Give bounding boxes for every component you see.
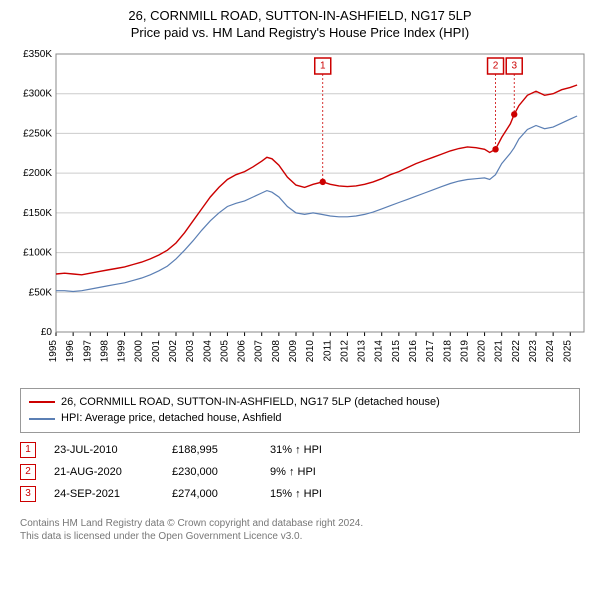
title-line-2: Price paid vs. HM Land Registry's House … bbox=[10, 25, 590, 42]
sales-row: 3 24-SEP-2021 £274,000 15% ↑ HPI bbox=[20, 483, 580, 505]
svg-text:2002: 2002 bbox=[168, 339, 179, 362]
legend-swatch bbox=[29, 401, 55, 403]
chart-title-block: 26, CORNMILL ROAD, SUTTON-IN-ASHFIELD, N… bbox=[10, 8, 590, 42]
svg-text:1: 1 bbox=[320, 60, 326, 71]
svg-text:£200K: £200K bbox=[23, 168, 52, 179]
sale-date: 24-SEP-2021 bbox=[54, 488, 154, 500]
svg-text:2015: 2015 bbox=[391, 339, 402, 362]
sale-marker-icon: 3 bbox=[20, 486, 36, 502]
svg-text:£250K: £250K bbox=[23, 128, 52, 139]
svg-text:2006: 2006 bbox=[237, 339, 248, 362]
sales-row: 1 23-JUL-2010 £188,995 31% ↑ HPI bbox=[20, 439, 580, 461]
svg-text:2014: 2014 bbox=[374, 339, 385, 362]
svg-text:1995: 1995 bbox=[48, 339, 59, 362]
svg-text:2019: 2019 bbox=[459, 339, 470, 362]
sales-row: 2 21-AUG-2020 £230,000 9% ↑ HPI bbox=[20, 461, 580, 483]
sale-price: £230,000 bbox=[172, 466, 252, 478]
svg-text:2009: 2009 bbox=[288, 339, 299, 362]
svg-text:2018: 2018 bbox=[442, 339, 453, 362]
sale-pct: 15% ↑ HPI bbox=[270, 488, 360, 500]
svg-text:2021: 2021 bbox=[494, 339, 505, 362]
title-line-1: 26, CORNMILL ROAD, SUTTON-IN-ASHFIELD, N… bbox=[10, 8, 590, 25]
sale-marker-icon: 1 bbox=[20, 442, 36, 458]
svg-text:1997: 1997 bbox=[82, 339, 93, 362]
svg-text:2008: 2008 bbox=[271, 339, 282, 362]
svg-text:2003: 2003 bbox=[185, 339, 196, 362]
svg-text:2016: 2016 bbox=[408, 339, 419, 362]
svg-text:2013: 2013 bbox=[357, 339, 368, 362]
sale-price: £274,000 bbox=[172, 488, 252, 500]
svg-text:2011: 2011 bbox=[322, 339, 333, 361]
sale-date: 21-AUG-2020 bbox=[54, 466, 154, 478]
svg-text:2025: 2025 bbox=[562, 339, 573, 362]
svg-text:£300K: £300K bbox=[23, 88, 52, 99]
svg-text:2004: 2004 bbox=[202, 339, 213, 362]
sale-marker-icon: 2 bbox=[20, 464, 36, 480]
svg-text:2022: 2022 bbox=[511, 339, 522, 362]
svg-text:2017: 2017 bbox=[425, 339, 436, 362]
chart: £0 £50K £100K £150K £200K £250K £300K £350K 1995… bbox=[10, 48, 590, 378]
svg-text:3: 3 bbox=[511, 60, 517, 71]
svg-text:2024: 2024 bbox=[545, 339, 556, 362]
svg-text:2012: 2012 bbox=[339, 339, 350, 362]
chart-svg: £0 £50K £100K £150K £200K £250K £300K £350K 1995… bbox=[10, 48, 590, 378]
svg-text:2023: 2023 bbox=[528, 339, 539, 362]
sale-price: £188,995 bbox=[172, 444, 252, 456]
legend-swatch bbox=[29, 418, 55, 420]
footer-line-1: Contains HM Land Registry data © Crown c… bbox=[20, 517, 580, 530]
footer: Contains HM Land Registry data © Crown c… bbox=[20, 513, 580, 543]
footer-line-2: This data is licensed under the Open Gov… bbox=[20, 530, 580, 543]
svg-text:1999: 1999 bbox=[117, 339, 128, 362]
svg-text:1996: 1996 bbox=[65, 339, 76, 362]
svg-text:2010: 2010 bbox=[305, 339, 316, 362]
legend-item: HPI: Average price, detached house, Ashf… bbox=[29, 410, 571, 427]
svg-text:2007: 2007 bbox=[254, 339, 265, 362]
svg-text:2001: 2001 bbox=[151, 339, 162, 362]
svg-text:2020: 2020 bbox=[477, 339, 488, 362]
svg-text:2005: 2005 bbox=[219, 339, 230, 362]
svg-text:£100K: £100K bbox=[23, 247, 52, 258]
legend-label: 26, CORNMILL ROAD, SUTTON-IN-ASHFIELD, N… bbox=[61, 394, 440, 411]
svg-text:1998: 1998 bbox=[99, 339, 110, 362]
svg-text:£50K: £50K bbox=[29, 287, 53, 298]
legend-item: 26, CORNMILL ROAD, SUTTON-IN-ASHFIELD, N… bbox=[29, 394, 571, 411]
legend: 26, CORNMILL ROAD, SUTTON-IN-ASHFIELD, N… bbox=[20, 388, 580, 433]
sale-pct: 9% ↑ HPI bbox=[270, 466, 360, 478]
sale-date: 23-JUL-2010 bbox=[54, 444, 154, 456]
svg-text:2: 2 bbox=[493, 60, 499, 71]
svg-text:£150K: £150K bbox=[23, 208, 52, 219]
svg-text:£0: £0 bbox=[41, 327, 53, 338]
sale-pct: 31% ↑ HPI bbox=[270, 444, 360, 456]
svg-text:2000: 2000 bbox=[134, 339, 145, 362]
svg-text:£350K: £350K bbox=[23, 49, 52, 60]
legend-label: HPI: Average price, detached house, Ashf… bbox=[61, 410, 282, 427]
sales-table: 1 23-JUL-2010 £188,995 31% ↑ HPI 2 21-AU… bbox=[20, 439, 580, 505]
